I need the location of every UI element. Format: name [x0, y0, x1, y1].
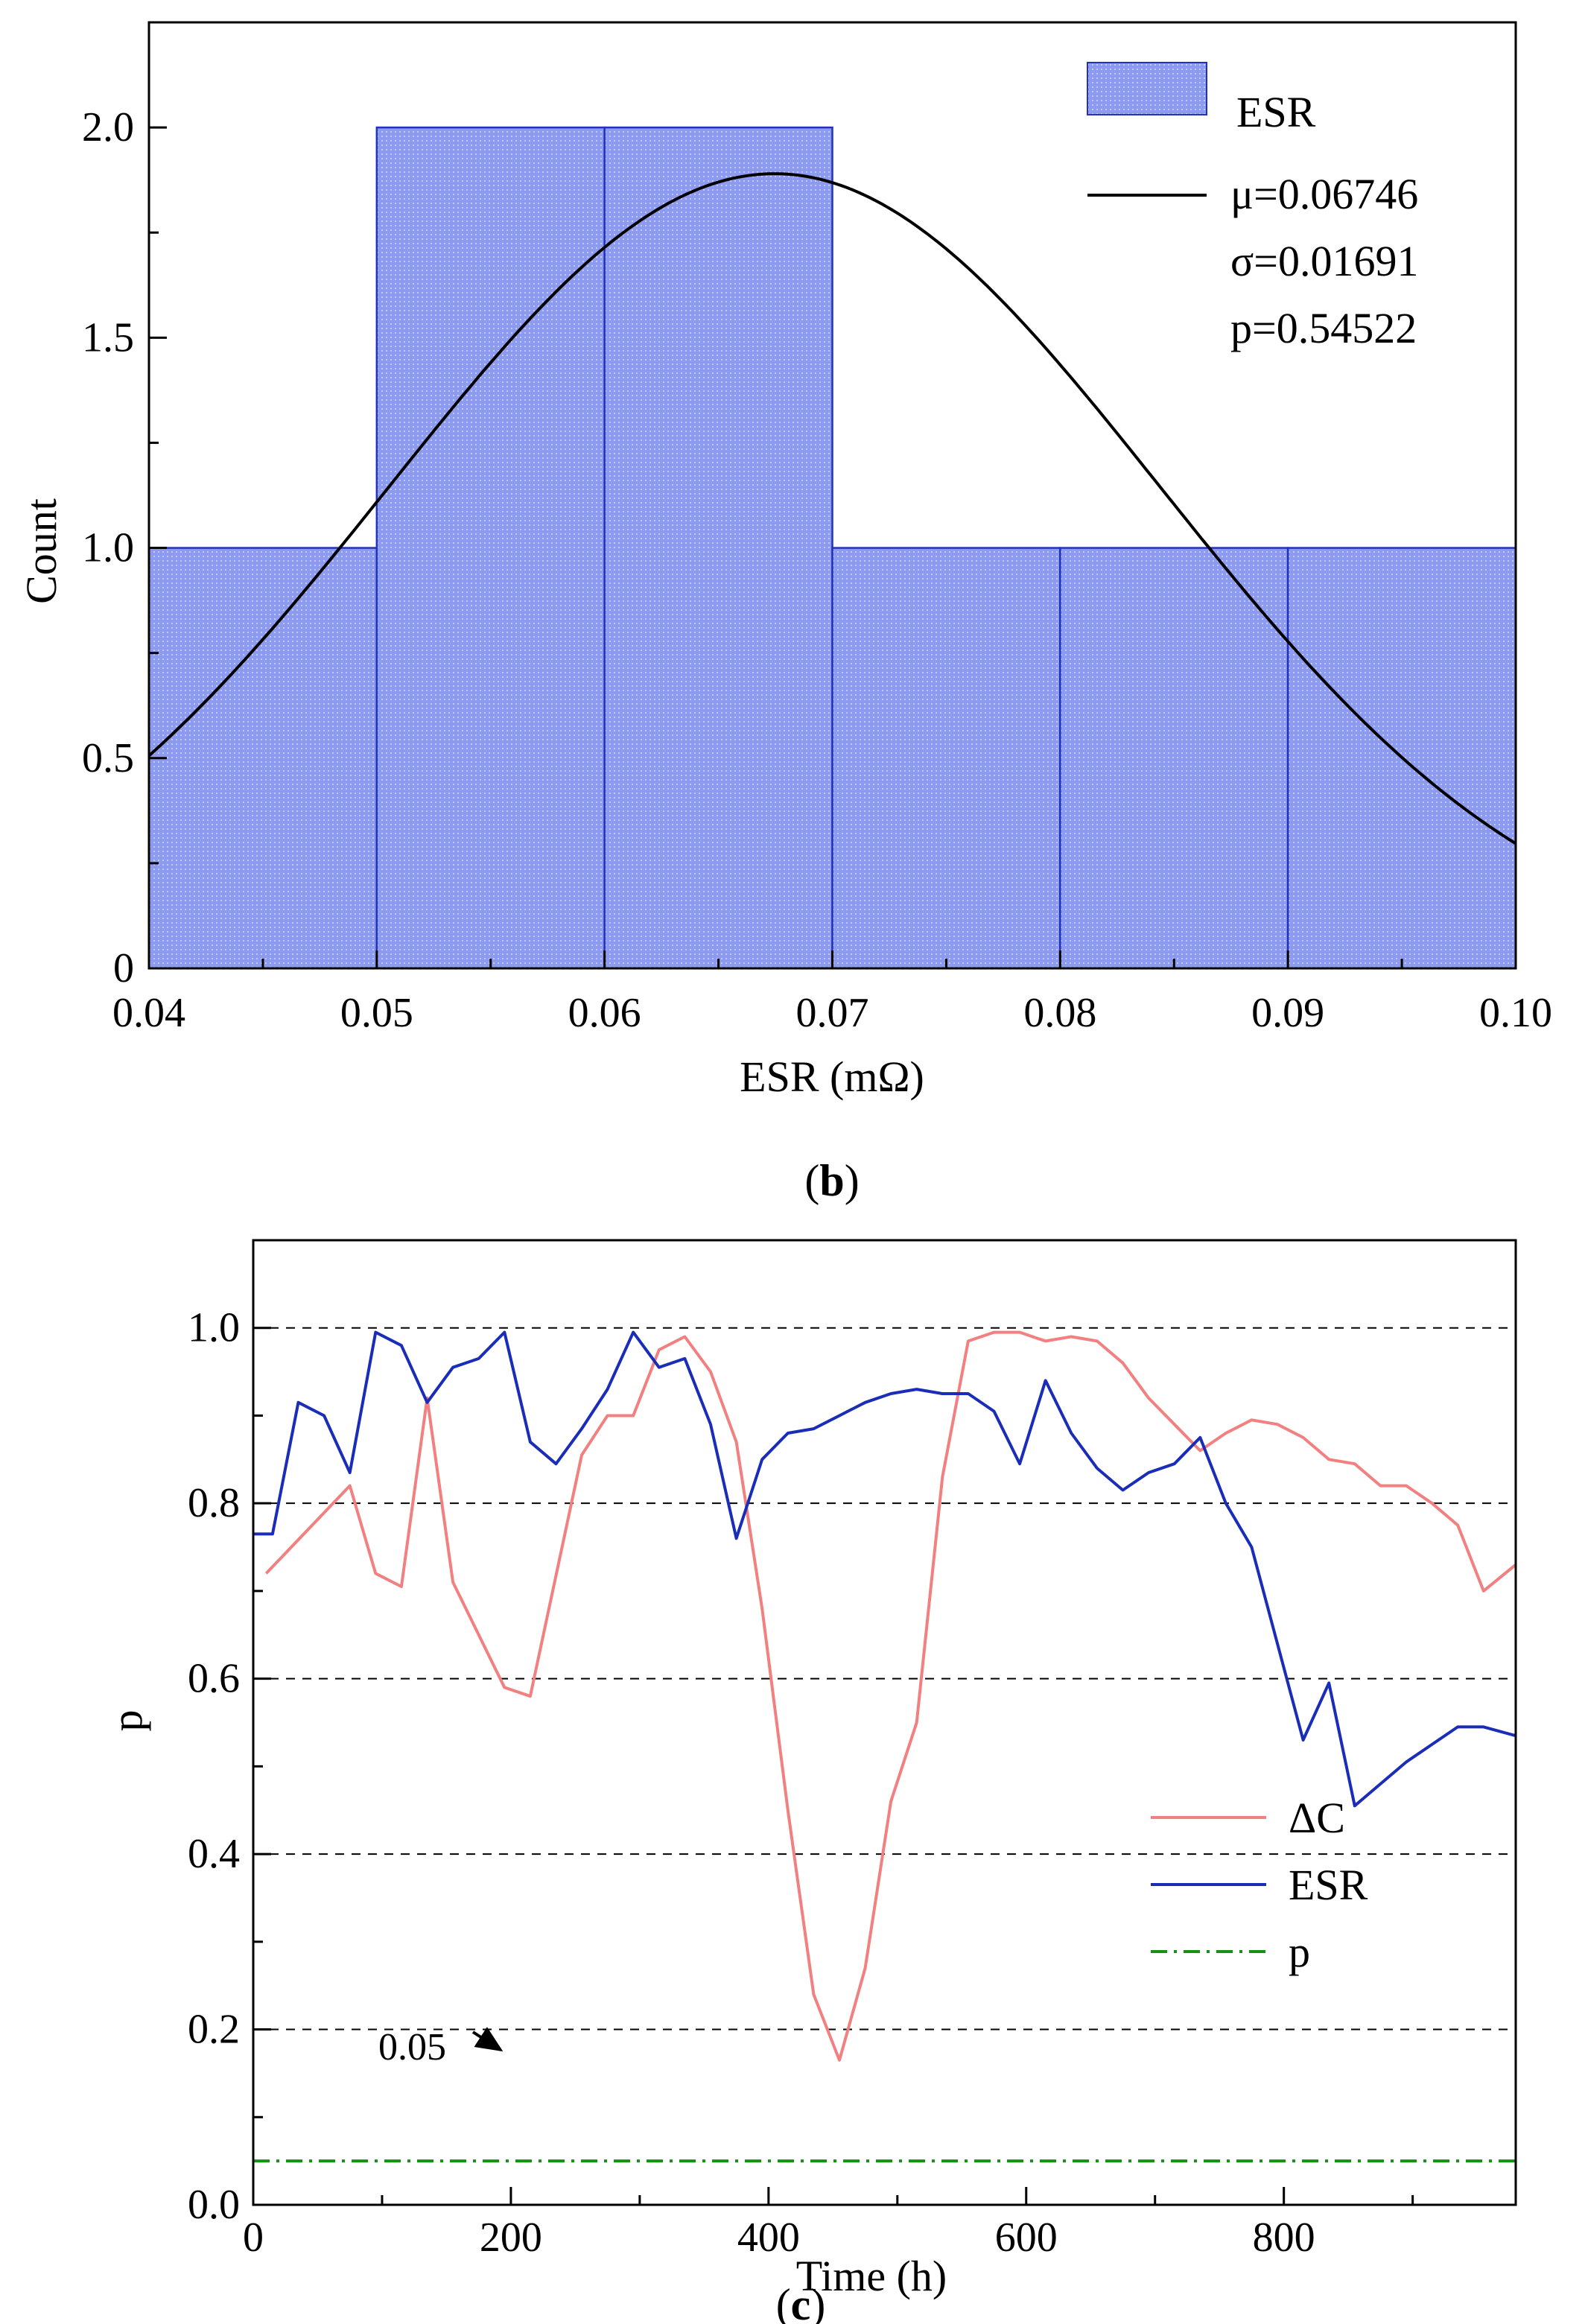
legend-label-esr-bars: ESR	[1236, 88, 1316, 136]
histogram-x-tick-label: 0.09	[1251, 990, 1324, 1036]
histogram-x-tick-label: 0.04	[112, 990, 185, 1036]
legend-stat-sigma: σ=0.01691	[1230, 237, 1418, 285]
line-chart-y-tick-label: 0.6	[188, 1656, 240, 1702]
legend-label-esr-line: ESR	[1289, 1861, 1368, 1909]
panel-label-c-close: )	[810, 2280, 825, 2324]
histogram-y-tick-label: 1.5	[82, 314, 134, 361]
panel-label-b-open: (	[804, 1156, 819, 1205]
delta-c-line	[264, 1330, 1517, 2062]
panel-label-c-open: (	[776, 2280, 791, 2324]
histogram-x-tick-label: 0.05	[340, 990, 413, 1036]
line-chart-x-axis-title: Time (h)	[796, 2252, 947, 2300]
line-chart-tick-marks	[252, 1239, 1414, 2206]
line-chart-x-tick-label: 200	[480, 2215, 542, 2261]
line-chart-y-axis-title: p	[103, 1710, 151, 1732]
histogram-x-tick-labels: 0.04 0.05 0.06 0.07 0.08 0.09 0.10	[112, 990, 1552, 1036]
histogram-bar-0	[147, 547, 378, 970]
esr-line	[253, 1330, 1516, 1808]
histogram-panel: 0.04 0.05 0.06 0.07 0.08 0.09 0.10 0 0.5 1.0 1.5 2…	[17, 21, 1552, 1205]
panel-label-c-letter: c	[791, 2280, 811, 2324]
line-chart-y-tick-label: 0.4	[188, 1831, 240, 1877]
histogram-y-tick-label: 0	[113, 945, 134, 991]
panel-label-c: (c)	[776, 2280, 826, 2324]
threshold-annotation-label: 0.05	[378, 2026, 446, 2069]
line-chart-y-tick-label: 0.8	[188, 1480, 240, 1526]
histogram-x-tick-label: 0.07	[796, 990, 869, 1036]
line-chart-legend: ΔC ESR p	[1151, 1794, 1368, 1976]
threshold-annotation-arrow	[471, 2027, 504, 2052]
histogram-y-tick-labels: 0 0.5 1.0 1.5 2.0	[82, 104, 134, 991]
line-chart-y-tick-label: 1.0	[188, 1305, 240, 1351]
line-chart-gridlines	[253, 1327, 1516, 2031]
line-chart-y-tick-label: 0.0	[188, 2182, 240, 2228]
line-chart-y-tick-label: 0.2	[188, 2007, 240, 2053]
line-chart-x-tick-label: 600	[995, 2215, 1058, 2261]
legend-label-delta-c: ΔC	[1289, 1794, 1345, 1842]
histogram-bar-2	[603, 126, 833, 970]
histogram-bar-4	[1059, 547, 1289, 970]
histogram-y-tick-label: 2.0	[82, 104, 134, 150]
panel-label-b: (b)	[804, 1156, 859, 1205]
legend-stat-p: p=0.54522	[1230, 304, 1417, 352]
histogram-legend: ESR μ=0.06746 σ=0.01691 p=0.54522	[1087, 62, 1418, 352]
legend-swatch-esr-bars	[1087, 62, 1207, 115]
line-chart-x-tick-labels: 0 200 400 600 800	[243, 2215, 1315, 2261]
histogram-bars	[147, 126, 1517, 970]
histogram-y-axis-title: Count	[17, 498, 66, 604]
legend-stat-mu: μ=0.06746	[1230, 170, 1418, 218]
panel-label-b-letter: b	[819, 1156, 844, 1205]
line-chart-plot-frame	[252, 1239, 1517, 2206]
histogram-x-axis-title: ESR (mΩ)	[740, 1053, 924, 1101]
legend-label-threshold: p	[1289, 1928, 1310, 1976]
normal-fit-curve	[147, 172, 1517, 845]
panel-label-b-close: )	[845, 1156, 860, 1205]
histogram-bar-3	[831, 547, 1061, 970]
histogram-x-tick-label: 0.08	[1023, 990, 1096, 1036]
line-chart-x-tick-label: 0	[243, 2215, 264, 2261]
histogram-tick-marks	[147, 126, 1517, 970]
normal-fit-curve-group	[147, 172, 1517, 845]
histogram-y-tick-label: 0.5	[82, 735, 134, 781]
histogram-x-tick-label: 0.10	[1479, 990, 1552, 1036]
histogram-y-tick-label: 1.0	[82, 525, 134, 571]
histogram-bar-1	[375, 126, 606, 970]
p-value-line-panel: 0 200 400 600 800 0.0 0.2 0.4 0.6 0.8 1.0 Time (h…	[103, 1239, 1517, 2324]
line-chart-series	[253, 1330, 1517, 2163]
histogram-x-tick-label: 0.06	[568, 990, 641, 1036]
line-chart-x-tick-label: 800	[1253, 2215, 1315, 2261]
line-chart-x-tick-label: 400	[737, 2215, 800, 2261]
line-chart-y-tick-labels: 0.0 0.2 0.4 0.6 0.8 1.0	[188, 1305, 240, 2228]
